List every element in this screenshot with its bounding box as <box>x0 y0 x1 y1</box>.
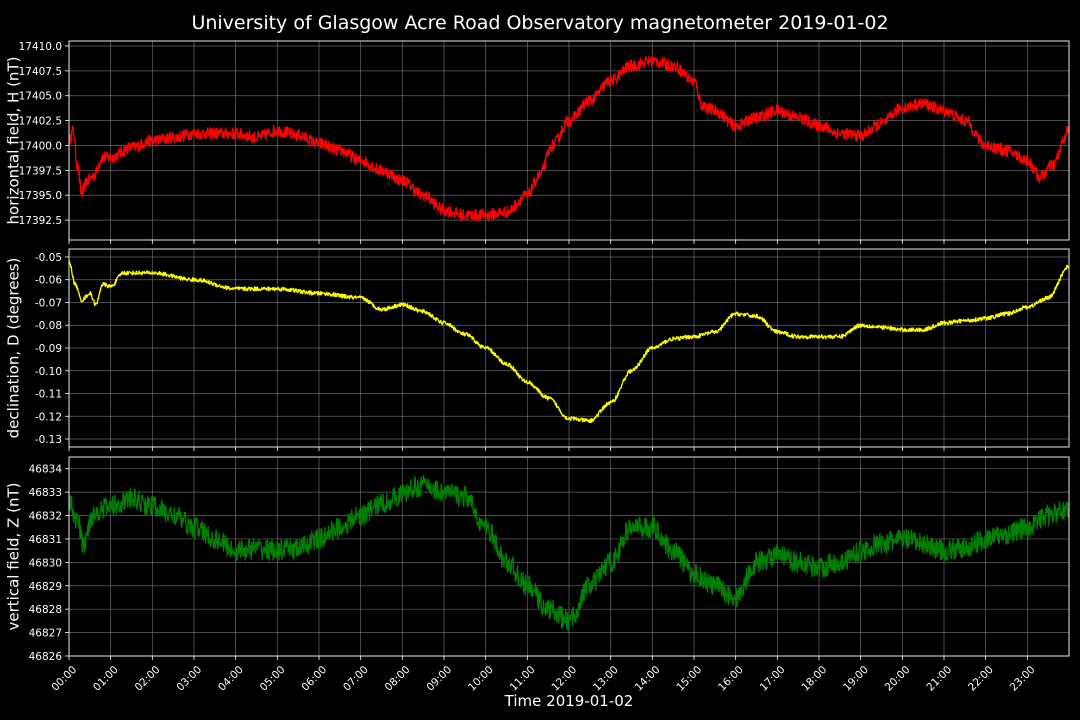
y-tick-label: 17410.0 <box>19 41 62 53</box>
panel-declination: -0.13 -0.12 -0.11 -0.10 -0.09 -0.08 -0.07 -0.06… <box>5 248 1070 451</box>
y-tick-label: 17392.5 <box>19 215 62 227</box>
y-tick-label: 46829 <box>29 581 62 593</box>
x-axis-label: Time 2019-01-02 <box>504 692 634 710</box>
y-tick-label: -0.13 <box>35 434 62 446</box>
panel-frame <box>68 456 1070 657</box>
series-line-horizontal <box>68 55 1070 222</box>
y-tick-label: 17402.5 <box>19 116 62 128</box>
y-tick-label: 17405.0 <box>19 91 62 103</box>
panel-vertical: 46826 46827 46828 46829 46830 46831 46832 46833… <box>5 456 1070 694</box>
panel-frame <box>68 248 1070 448</box>
y-tick-label: -0.07 <box>35 297 62 309</box>
y-tick-label: -0.12 <box>35 411 62 423</box>
y-tick-label: 46830 <box>29 557 62 569</box>
y-tick-label: -0.10 <box>35 366 62 378</box>
chart-title: University of Glasgow Acre Road Observat… <box>191 12 888 34</box>
y-tick-label: 17407.5 <box>19 66 62 78</box>
y-tick-label: -0.06 <box>35 275 62 287</box>
y-tick-label: 17400.0 <box>19 140 62 152</box>
y-tick-label: 46828 <box>29 604 62 616</box>
y-tick-label: 17395.0 <box>19 190 62 202</box>
y-tick-label: 17397.5 <box>19 165 62 177</box>
y-tick-label: -0.08 <box>35 320 62 332</box>
y-tick-label: 46827 <box>29 628 62 640</box>
y-axis-label-horizontal: horizontal field, H (nT) <box>5 57 23 225</box>
y-tick-label: 46826 <box>29 651 63 663</box>
y-tick-label: -0.05 <box>35 252 62 264</box>
panel-frame <box>68 40 1070 241</box>
panel-horizontal: 17392.5 17395.0 17397.5 17400.0 17402.5 17405… <box>5 40 1070 244</box>
y-tick-label: -0.09 <box>35 343 62 355</box>
y-axis-label-vertical: vertical field, Z (nT) <box>5 482 23 630</box>
y-tick-label: 46831 <box>29 534 62 546</box>
y-tick-label: -0.11 <box>35 389 62 401</box>
series-line-vertical <box>68 474 1070 632</box>
y-axis-label-declination: declination, D (degrees) <box>5 258 23 439</box>
panels-group: 17392.5 17395.0 17397.5 17400.0 17402.5 17405… <box>5 40 1070 694</box>
y-tick-label: 46832 <box>29 511 62 523</box>
y-tick-label: 46834 <box>29 464 63 476</box>
y-tick-label: 46833 <box>29 487 62 499</box>
series-line-declination <box>68 259 1070 424</box>
